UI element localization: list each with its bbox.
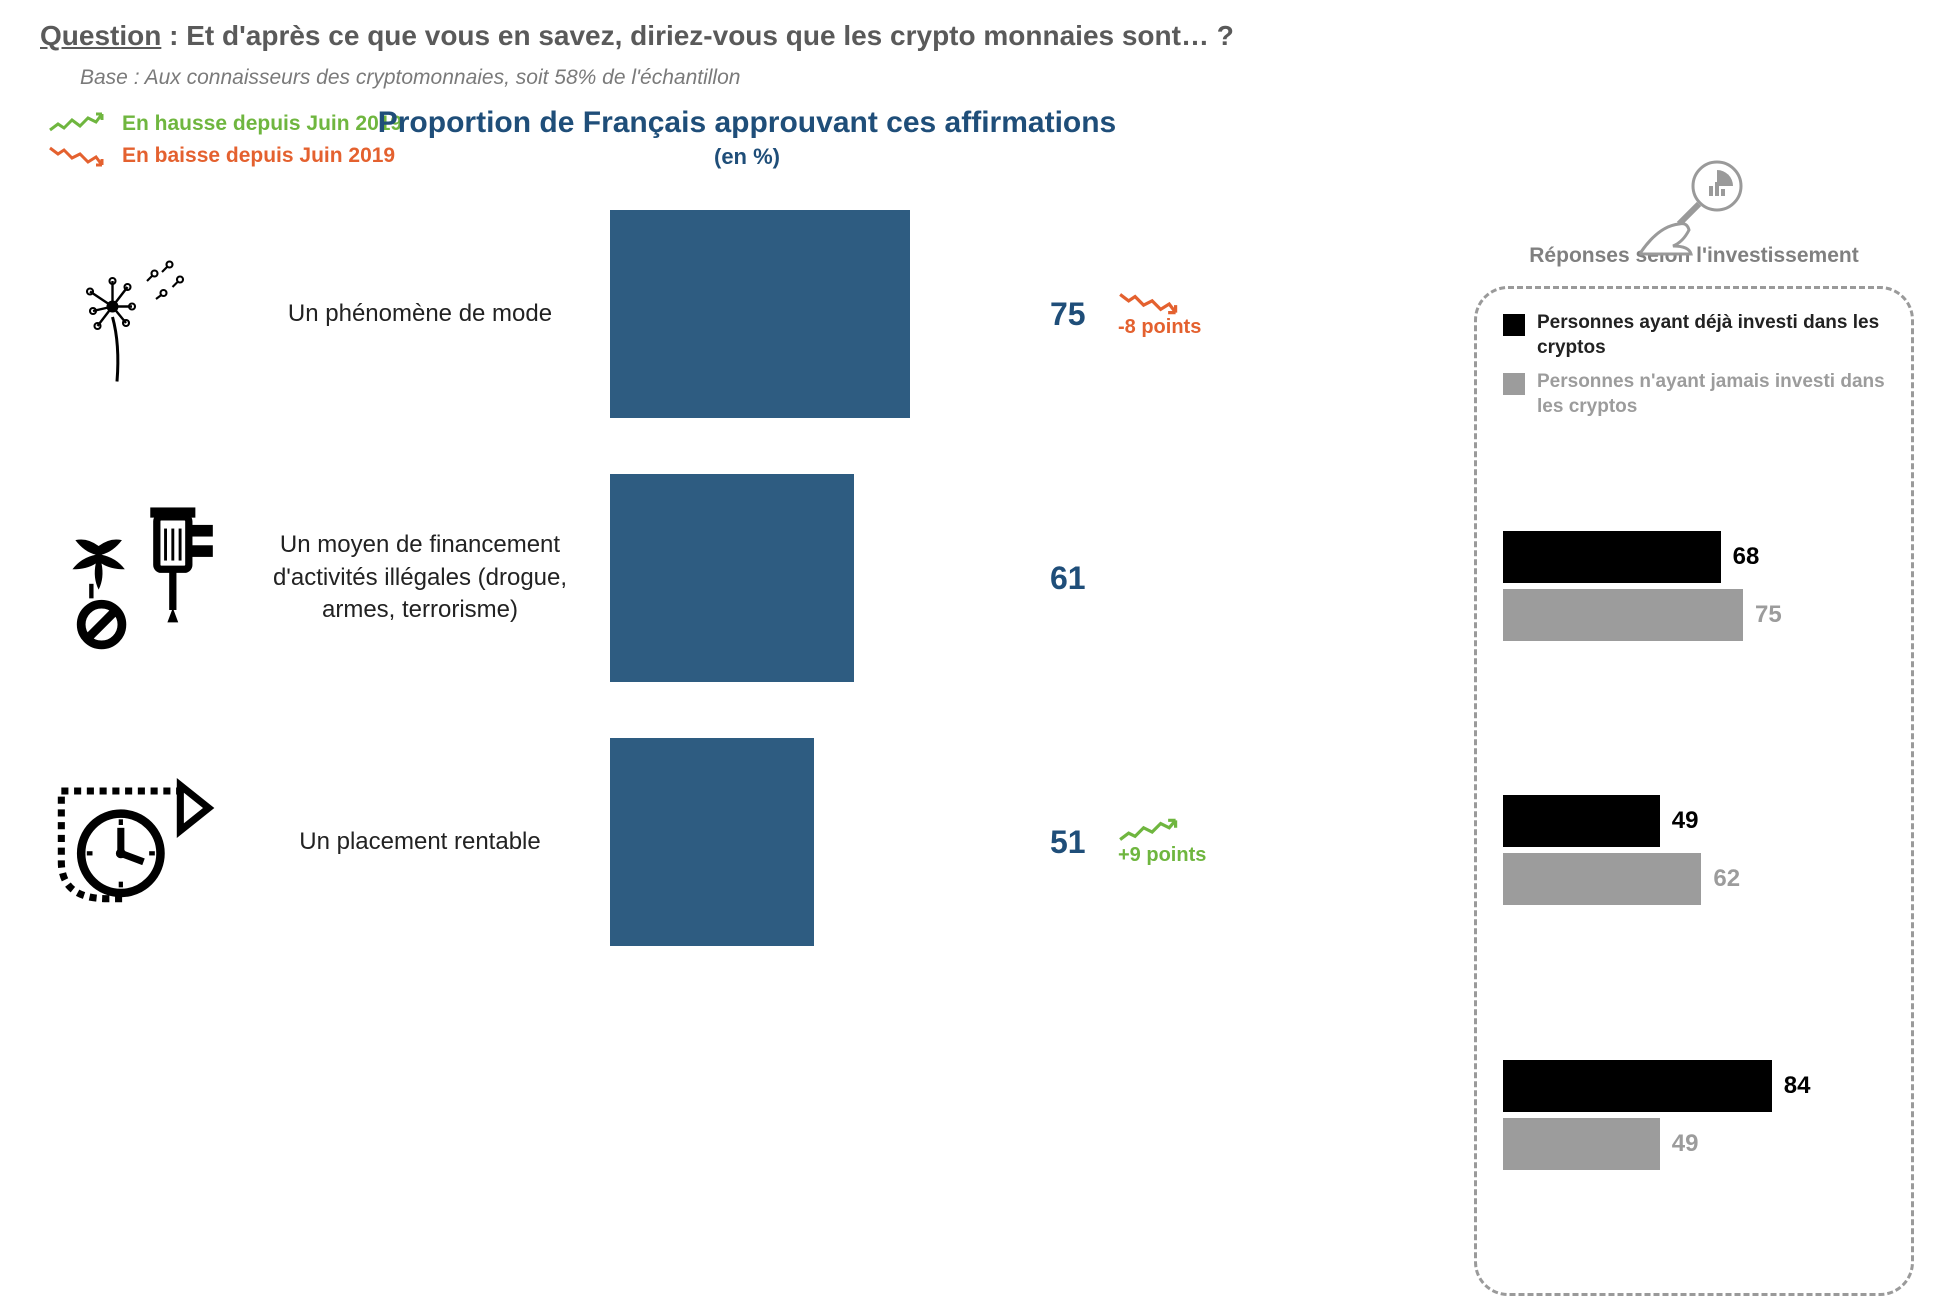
chart-title: Proportion de Français approuvant ces af…: [40, 106, 1454, 140]
right-dashed-box: Personnes ayant déjà investi dans les cr…: [1474, 286, 1914, 1296]
dandelion-icon: [40, 239, 230, 389]
main-chart: Proportion de Français approuvant ces af…: [40, 176, 1474, 1296]
legend-not-invested: Personnes n'ayant jamais investi dans le…: [1503, 370, 1885, 419]
chart-value: 61: [1050, 560, 1110, 597]
swatch-not-invested: [1503, 373, 1525, 395]
mini-val-not-invested: 62: [1713, 865, 1740, 893]
chart-bar: [610, 474, 854, 682]
chart-trend: -8 points: [1118, 290, 1201, 339]
chart-bar-wrap: [610, 732, 1030, 952]
mini-val-invested: 49: [1672, 807, 1699, 835]
mini-pair: 84 49: [1503, 1060, 1885, 1176]
chart-bar-wrap: [610, 468, 1030, 688]
mini-bar-invested: [1503, 531, 1721, 583]
chart-trend: +9 points: [1118, 818, 1206, 867]
mini-pair: 49 62: [1503, 795, 1885, 911]
question-label: Question: [40, 20, 161, 51]
chart-value: 51: [1050, 824, 1110, 861]
mini-row-invested: 84: [1503, 1060, 1885, 1112]
chart-value: 75: [1050, 296, 1110, 333]
chart-row-label: Un placement rentable: [230, 826, 610, 858]
chart-row: Un moyen de financement d'activités illé…: [40, 468, 1454, 688]
mini-row-invested: 49: [1503, 795, 1885, 847]
mini-bar-not-invested: [1503, 853, 1701, 905]
mini-row-not-invested: 62: [1503, 853, 1885, 905]
clock-arrow-icon: [40, 767, 230, 917]
right-legend: Personnes ayant déjà investi dans les cr…: [1503, 311, 1885, 430]
chart-subtitle: (en %): [40, 144, 1454, 170]
chart-row: Un phénomène de mode 75 -8 points: [40, 204, 1454, 424]
legend-invested-text: Personnes ayant déjà investi dans les cr…: [1537, 311, 1885, 360]
legend-not-invested-text: Personnes n'ayant jamais investi dans le…: [1537, 370, 1885, 419]
chart-bar: [610, 210, 910, 418]
chart-bar-wrap: [610, 204, 1030, 424]
mini-row-not-invested: 75: [1503, 589, 1885, 641]
illegal-icon: [40, 503, 230, 653]
mini-bar-invested: [1503, 1060, 1772, 1112]
chart-bar: [610, 738, 814, 946]
base-text: Base : Aux connaisseurs des cryptomonnai…: [80, 66, 1914, 90]
swatch-invested: [1503, 314, 1525, 336]
question-text: : Et d'après ce que vous en savez, dirie…: [161, 20, 1234, 51]
question-line: Question : Et d'après ce que vous en sav…: [40, 20, 1914, 52]
chart-row: Un placement rentable 51 +9 points: [40, 732, 1454, 952]
chart-trend-text: +9 points: [1118, 844, 1206, 867]
mini-bar-not-invested: [1503, 589, 1743, 641]
chart-row-label: Un moyen de financement d'activités illé…: [230, 529, 610, 626]
legend-invested: Personnes ayant déjà investi dans les cr…: [1503, 311, 1885, 360]
mini-val-invested: 84: [1784, 1072, 1811, 1100]
mini-val-invested: 68: [1733, 543, 1760, 571]
mini-row-not-invested: 49: [1503, 1118, 1885, 1170]
mini-val-not-invested: 75: [1755, 601, 1782, 629]
trend-down-icon: [1118, 290, 1182, 316]
right-panel: Réponses selon l'investissement Personne…: [1474, 176, 1914, 1296]
mini-row-invested: 68: [1503, 531, 1885, 583]
mini-pair: 68 75: [1503, 531, 1885, 647]
mini-val-not-invested: 49: [1672, 1130, 1699, 1158]
chart-row-label: Un phénomène de mode: [230, 298, 610, 330]
mini-chart-group: 68 75 49 62: [1503, 470, 1885, 1263]
trend-up-icon: [1118, 818, 1182, 844]
mini-bar-invested: [1503, 795, 1660, 847]
magnifier-icon: [1629, 156, 1759, 266]
chart-trend-text: -8 points: [1118, 316, 1201, 339]
mini-bar-not-invested: [1503, 1118, 1660, 1170]
